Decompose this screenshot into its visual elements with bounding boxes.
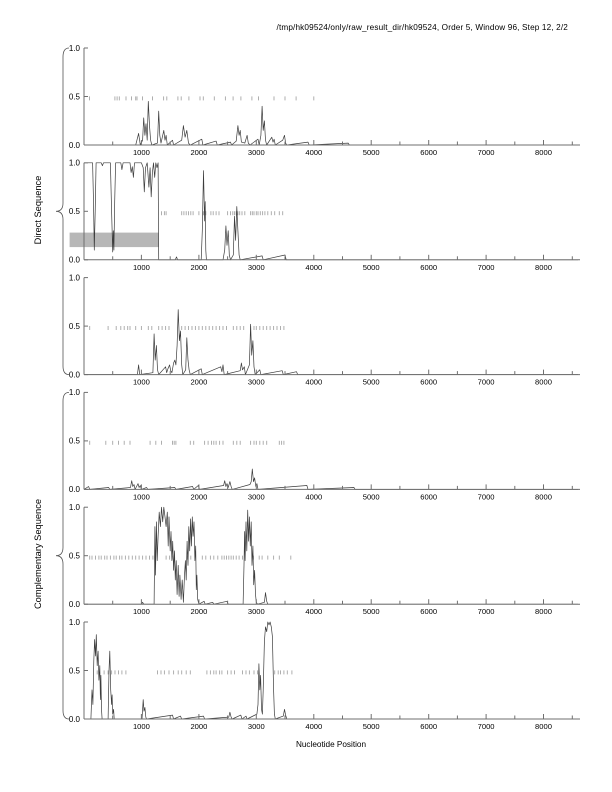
y-tick-label: 0.5	[69, 207, 81, 216]
panel-complementary-1: 1.0 0.5 0.0 1000 2000 3000 4000 5000 6000 7000 800…	[69, 388, 580, 501]
panel-direct-3: 1.0 0.5 0.0 1000 2000 3000 4000 5000 6000 7000 800…	[69, 273, 580, 387]
panel-direct-1: 1.0 0.5 0.0 1000 2000 3000 4000 5000 6000 7000 800…	[69, 44, 580, 157]
probability-curve	[83, 468, 578, 490]
x-tick-label: 4000	[305, 607, 322, 616]
x-tick-label: 4000	[305, 722, 322, 731]
y-tick-label: 0.5	[69, 322, 81, 331]
panel-complementary-3: 1.0 0.5 0.0 1000 2000 3000 4000 5000 6000 7000 800…	[69, 618, 580, 731]
x-tick-label: 6000	[420, 378, 437, 387]
x-tick-label: 5000	[363, 263, 380, 272]
y-tick-label: 1.0	[69, 503, 81, 512]
x-tick-label: 2000	[190, 378, 207, 387]
x-tick-label: 6000	[420, 148, 437, 157]
x-tick-label: 7000	[478, 148, 495, 157]
x-tick-label: 8000	[535, 607, 552, 616]
probability-curve	[84, 309, 578, 375]
x-tick-label: 3000	[248, 263, 265, 272]
x-tick-label: 8000	[535, 263, 552, 272]
x-tick-label: 2000	[190, 607, 207, 616]
x-tick-label: 8000	[535, 148, 552, 157]
y-tick-label: 0.5	[69, 666, 81, 675]
x-tick-label: 1000	[133, 148, 150, 157]
x-tick-label: 4000	[305, 148, 322, 157]
y-tick-label: 0.5	[69, 437, 81, 446]
y-tick-label: 0.0	[69, 256, 81, 265]
x-tick-label: 1000	[133, 378, 150, 387]
x-tick-label: 1000	[133, 263, 150, 272]
x-tick-label: 4000	[305, 263, 322, 272]
panels-group: 1.0 0.5 0.0 1000 2000 3000 4000 5000 6000 7000 800…	[69, 44, 580, 731]
complementary-group-brace	[55, 392, 70, 720]
x-tick-label: 6000	[420, 263, 437, 272]
panel-complementary-2: 1.0 0.5 0.0 1000 2000 3000 4000 5000 6000 7000 800…	[69, 503, 580, 616]
x-tick-label: 4000	[305, 378, 322, 387]
x-tick-label: 3000	[248, 607, 265, 616]
x-tick-label: 3000	[248, 378, 265, 387]
x-tick-label: 3000	[248, 148, 265, 157]
probability-curve	[84, 100, 578, 146]
x-tick-label: 2000	[190, 722, 207, 731]
x-tick-label: 7000	[478, 378, 495, 387]
x-tick-label: 1000	[133, 607, 150, 616]
x-tick-label: 3000	[248, 492, 265, 501]
x-tick-label: 5000	[363, 492, 380, 501]
probability-curve	[84, 506, 578, 605]
direct-group-brace	[55, 47, 70, 375]
probability-curve	[84, 162, 578, 261]
x-tick-label: 5000	[363, 722, 380, 731]
x-tick-label: 7000	[478, 607, 495, 616]
x-tick-label: 7000	[478, 492, 495, 501]
x-tick-label: 2000	[190, 148, 207, 157]
x-tick-label: 5000	[363, 378, 380, 387]
y-tick-label: 0.0	[69, 485, 81, 494]
y-tick-label: 0.0	[69, 715, 81, 724]
y-tick-label: 0.0	[69, 370, 81, 379]
x-tick-label: 3000	[248, 722, 265, 731]
y-tick-label: 1.0	[69, 618, 81, 627]
x-axis-title: Nucleotide Position	[295, 740, 367, 749]
x-tick-label: 8000	[535, 492, 552, 501]
y-tick-label: 0.5	[69, 92, 81, 101]
x-tick-label: 4000	[305, 492, 322, 501]
probability-curve	[84, 621, 578, 720]
x-tick-label: 5000	[363, 148, 380, 157]
x-tick-label: 1000	[133, 722, 150, 731]
y-tick-label: 1.0	[69, 273, 81, 282]
plot-title: /tmp/hk09524/only/raw_result_dir/hk09524…	[276, 23, 568, 32]
x-tick-label: 1000	[133, 492, 150, 501]
panel-direct-2: 1.0 0.5 0.0 1000 2000 3000 4000 5000 6000 7000 800…	[69, 159, 580, 272]
x-tick-label: 5000	[363, 607, 380, 616]
y-tick-label: 1.0	[69, 159, 81, 168]
y-tick-label: 0.5	[69, 552, 81, 561]
x-tick-label: 6000	[420, 492, 437, 501]
y-tick-label: 1.0	[69, 388, 81, 397]
x-tick-label: 7000	[478, 722, 495, 731]
x-tick-label: 2000	[190, 492, 207, 501]
x-tick-label: 2000	[190, 263, 207, 272]
x-tick-label: 8000	[535, 722, 552, 731]
x-tick-label: 7000	[478, 263, 495, 272]
y-tick-label: 1.0	[69, 44, 81, 53]
x-tick-label: 8000	[535, 378, 552, 387]
y-tick-label: 0.0	[69, 600, 81, 609]
x-tick-label: 6000	[420, 607, 437, 616]
x-tick-label: 6000	[420, 722, 437, 731]
y-tick-label: 0.0	[69, 141, 81, 150]
